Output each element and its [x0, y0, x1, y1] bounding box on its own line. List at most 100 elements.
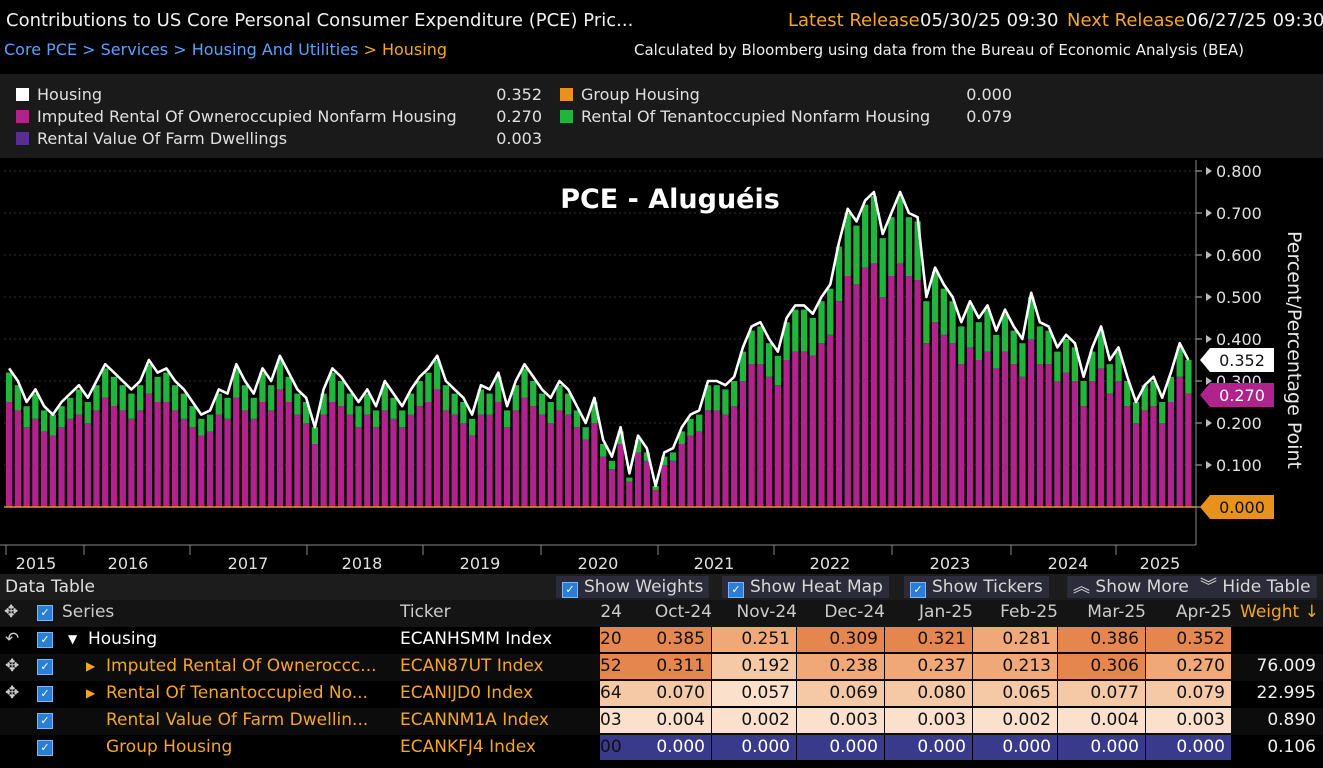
legend-value-imputed-rental: 0.270 [496, 107, 542, 126]
chart[interactable]: 0.8000.7000.6000.5000.4000.3000.2000.100… [0, 160, 1323, 574]
legend-item-group-housing[interactable]: Group Housing [560, 85, 700, 104]
flag-group-housing [1200, 495, 1274, 519]
legend-item-imputed-rental[interactable]: Imputed Rental Of Owneroccupied Nonfarm … [16, 107, 457, 126]
column-header-weight[interactable]: Weight ↓ [1240, 602, 1319, 622]
row-value-cell: 0.070 [622, 681, 711, 706]
bar-tenant-rental [914, 221, 921, 281]
legend-item-tenant-rental[interactable]: Rental Of Tenantoccupied Nonfarm Housing [560, 107, 930, 126]
bar-tenant-rental [233, 368, 240, 398]
bar-tenant-rental [311, 427, 319, 444]
bar-tenant-rental [853, 225, 860, 285]
breadcrumb-housing-utilities[interactable]: Housing And Utilities [191, 40, 359, 59]
bar-imputed-rental [783, 360, 790, 507]
bar-imputed-rental [1036, 364, 1044, 507]
bar-imputed-rental [1019, 376, 1026, 507]
bar-imputed-rental [897, 263, 904, 507]
bar-tenant-rental [844, 213, 851, 276]
bar-tenant-rental [6, 372, 13, 402]
bar-imputed-rental [425, 402, 432, 507]
bar-imputed-rental [687, 435, 694, 507]
legend-item-housing[interactable]: Housing [16, 85, 102, 104]
row-value-cell: 0.309 [797, 627, 884, 652]
drag-handle-icon[interactable]: ✥ [5, 683, 20, 703]
bar-imputed-rental [276, 389, 284, 507]
caret-right-icon[interactable]: ▶ [86, 659, 96, 673]
bar-imputed-rental [180, 418, 187, 507]
table-row[interactable]: ✥ ✓ ▶ Imputed Rental Of Owneroccc... ECAN87U… [0, 654, 1323, 681]
column-header-feb-25[interactable]: Feb-25 [1000, 602, 1058, 622]
data-table: Data Table ✓ Show Weights ✓ Show Heat Map … [0, 574, 1323, 768]
bar-imputed-rental [949, 343, 956, 507]
column-header-jan-25[interactable]: Jan-25 [919, 602, 973, 622]
legend-item-farm-dwellings[interactable]: Rental Value Of Farm Dwellings [16, 129, 287, 148]
column-header-dec-24[interactable]: Dec-24 [824, 602, 885, 622]
bar-tenant-rental [1141, 385, 1148, 411]
table-row[interactable]: ✓ Rental Value Of Farm Dwellin... ECANNM1A… [0, 708, 1323, 735]
y-axis-label: Percent/Percentage Point [1283, 231, 1305, 469]
show-more-button[interactable]: ︽ Show More [1067, 576, 1195, 598]
bar-tenant-rental [1062, 339, 1070, 373]
bar-imputed-rental [346, 414, 353, 507]
undo-icon[interactable]: ↶ [5, 629, 20, 649]
row-checkbox[interactable]: ✓ [37, 740, 53, 756]
bar-tenant-rental [145, 364, 153, 394]
bar-imputed-rental [870, 263, 878, 507]
latest-release-label: Latest Release [788, 10, 920, 31]
column-header-mar-25[interactable]: Mar-25 [1087, 602, 1146, 622]
bar-imputed-rental [233, 397, 240, 507]
x-tick-label: 2019 [460, 554, 501, 573]
show-tickers-toggle[interactable]: ✓ Show Tickers [904, 576, 1049, 598]
row-value-cell: 0.065 [973, 681, 1057, 706]
bar-tenant-rental [14, 385, 22, 411]
bar-imputed-rental [495, 402, 502, 507]
bar-tenant-rental [93, 385, 100, 411]
legend-swatch [560, 88, 573, 101]
bar-tenant-rental [67, 397, 74, 419]
row-checkbox[interactable]: ✓ [37, 632, 53, 648]
bar-tenant-rental [879, 238, 886, 297]
y-tick-arrow-icon [1206, 293, 1212, 301]
bar-imputed-rental [538, 414, 546, 507]
row-checkbox[interactable]: ✓ [37, 686, 53, 702]
row-partial-value: 20 [600, 627, 622, 652]
hide-table-button[interactable]: ︾ Hide Table [1194, 576, 1317, 598]
column-header-apr-25[interactable]: Apr-25 [1175, 602, 1232, 622]
chart-title: PCE - Aluguéis [560, 184, 780, 215]
drag-handle-icon[interactable]: ✥ [5, 656, 20, 676]
bar-tenant-rental [329, 372, 336, 402]
caret-down-icon[interactable]: ▼ [68, 632, 78, 646]
bar-tenant-rental [792, 309, 799, 352]
y-tick-label: 0.400 [1216, 330, 1262, 349]
bar-imputed-rental [809, 355, 816, 507]
column-header-oct-24[interactable]: Oct-24 [654, 602, 712, 622]
table-row[interactable]: ↶ ✓ ▼ Housing ECANHSMM Index 20 0.385 0.251 0.30… [0, 627, 1323, 654]
bar-tenant-rental [1132, 402, 1140, 423]
settings-icon[interactable]: ✥ [4, 602, 19, 622]
row-checkbox[interactable]: ✓ [37, 659, 53, 675]
column-header-ticker[interactable]: Ticker [400, 602, 451, 622]
row-value-cell: 0.004 [622, 708, 711, 733]
breadcrumb-services[interactable]: Services [100, 40, 169, 59]
bar-imputed-rental [102, 397, 109, 507]
caret-right-icon[interactable]: ▶ [86, 686, 96, 700]
bar-imputed-rental [774, 385, 781, 507]
bar-imputed-rental [905, 276, 913, 507]
column-header-nov-24[interactable]: Nov-24 [736, 602, 798, 622]
row-value-cell: 0.079 [1146, 681, 1231, 706]
show-weights-toggle[interactable]: ✓ Show Weights [556, 576, 710, 598]
select-all-checkbox[interactable]: ✓ [37, 605, 53, 621]
breadcrumb: Core PCE > Services > Housing And Utilit… [4, 40, 447, 59]
bar-tenant-rental [582, 427, 589, 440]
row-checkbox[interactable]: ✓ [37, 713, 53, 729]
bar-tenant-rental [346, 393, 353, 415]
breadcrumb-core-pce[interactable]: Core PCE [4, 40, 78, 59]
bar-imputed-rental [145, 393, 153, 507]
table-row[interactable]: ✓ Group Housing ECANKFJ4 Index 00 0.000 0.000… [0, 735, 1323, 762]
legend: Housing 0.352 Group Housing 0.000 Impute… [0, 74, 1323, 158]
row-weight: 0.106 [1267, 737, 1316, 757]
row-value-cell: 0.002 [712, 708, 796, 733]
column-header-series[interactable]: Series [62, 602, 115, 622]
table-row[interactable]: ✥ ✓ ▶ Rental Of Tenantoccupied No... ECANIJD… [0, 681, 1323, 708]
show-heat-map-toggle[interactable]: ✓ Show Heat Map [722, 576, 889, 598]
column-header-partial[interactable]: 24 [600, 602, 622, 622]
